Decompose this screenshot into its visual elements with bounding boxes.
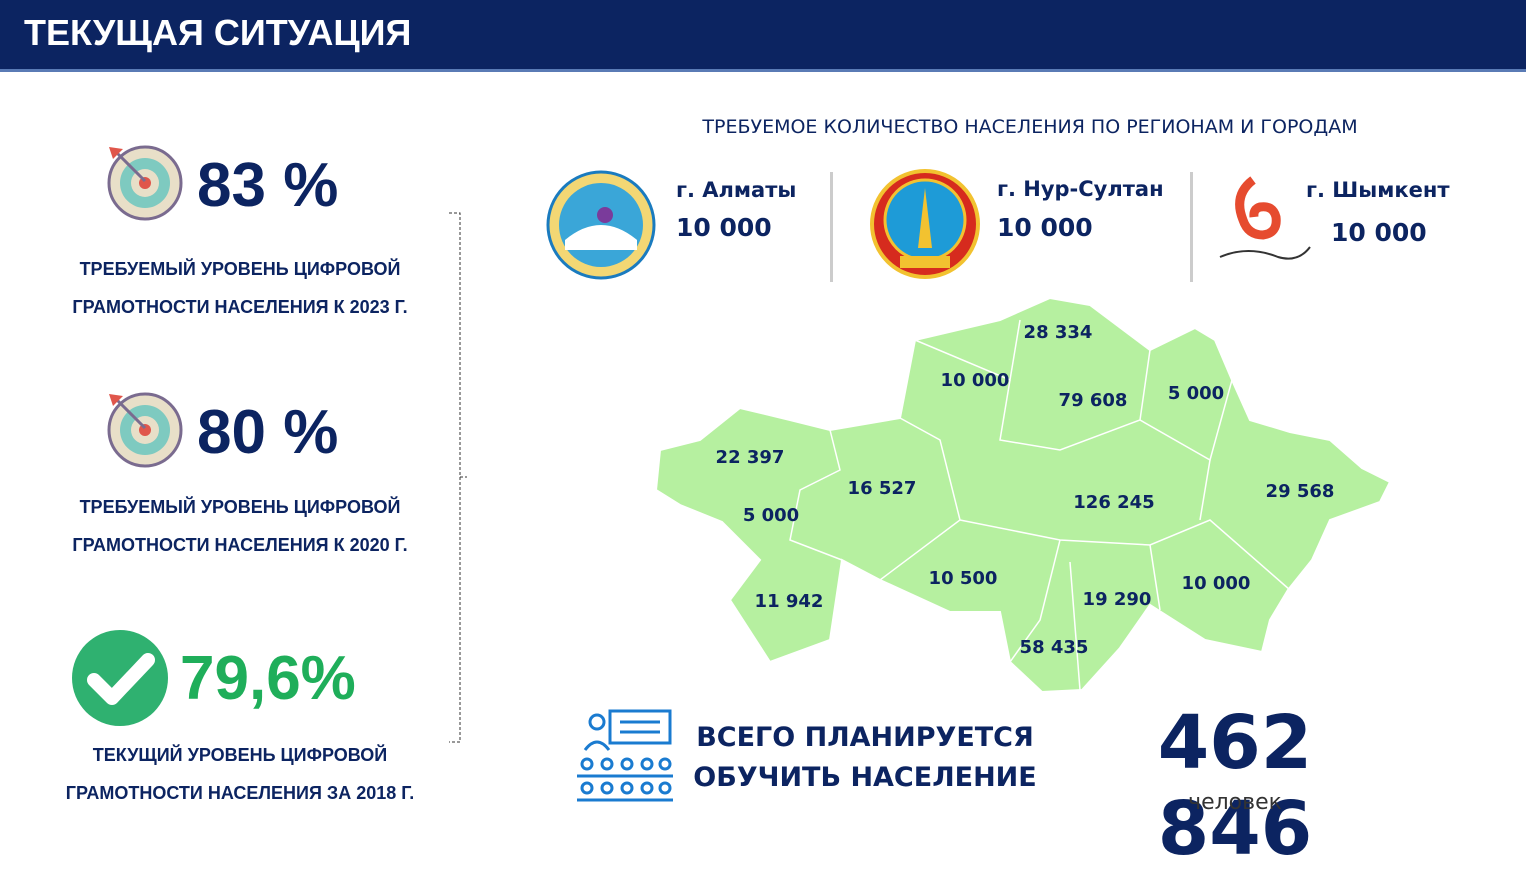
target-icon <box>107 392 183 468</box>
region-value: 5 000 <box>1168 383 1224 404</box>
region-value: 79 608 <box>1059 390 1128 411</box>
caption-line: ГРАМОТНОСТИ НАСЕЛЕНИЯ К 2023 Г. <box>72 297 408 317</box>
city-value: 10 000 <box>1331 218 1427 247</box>
region-value: 19 290 <box>1083 589 1152 610</box>
bracket <box>449 212 467 743</box>
label-line: ОБУЧИТЬ НАСЕЛЕНИЕ <box>693 762 1037 793</box>
region-value: 126 245 <box>1073 492 1154 513</box>
city-name: г. Нур-Султан <box>997 177 1164 201</box>
region-value: 29 568 <box>1266 481 1335 502</box>
header-title: ТЕКУЩАЯ СИТУАЦИЯ <box>24 12 412 53</box>
almaty-emblem <box>546 170 656 280</box>
label-line: ВСЕГО ПЛАНИРУЕТСЯ <box>696 722 1034 753</box>
total-value: 462 846 <box>1157 700 1313 872</box>
stat-caption: ТЕКУЩИЙ УРОВЕНЬ ЦИФРОВОЙ ГРАМОТНОСТИ НАСЕ… <box>10 736 470 812</box>
region-value: 22 397 <box>716 447 785 468</box>
header: ТЕКУЩАЯ СИТУАЦИЯ <box>0 0 1526 72</box>
stat-value: 79,6% <box>180 644 356 713</box>
check-icon <box>72 630 168 726</box>
caption-line: ТРЕБУЕМЫЙ УРОВЕНЬ ЦИФРОВОЙ <box>79 497 401 517</box>
city-value: 10 000 <box>676 213 772 242</box>
target-icon <box>107 145 183 221</box>
total-label: ВСЕГО ПЛАНИРУЕТСЯ ОБУЧИТЬ НАСЕЛЕНИЕ <box>690 718 1040 798</box>
shymkent-logo <box>1219 176 1311 260</box>
region-value: 58 435 <box>1020 637 1089 658</box>
caption-line: ГРАМОТНОСТИ НАСЕЛЕНИЯ ЗА 2018 Г. <box>65 783 415 803</box>
region-borders <box>789 319 1291 691</box>
caption-line: ГРАМОТНОСТИ НАСЕЛЕНИЯ К 2020 Г. <box>72 535 408 555</box>
city-value: 10 000 <box>997 213 1093 242</box>
region-value: 10 000 <box>941 370 1010 391</box>
stat-caption: ТРЕБУЕМЫЙ УРОВЕНЬ ЦИФРОВОЙ ГРАМОТНОСТИ НА… <box>10 250 470 326</box>
region-value: 16 527 <box>848 478 917 499</box>
caption-line: ТЕКУЩИЙ УРОВЕНЬ ЦИФРОВОЙ <box>92 745 388 765</box>
astana-emblem <box>870 169 980 279</box>
region-value: 5 000 <box>743 505 799 526</box>
stat-value: 83 % <box>197 151 339 220</box>
stat-caption: ТРЕБУЕМЫЙ УРОВЕНЬ ЦИФРОВОЙ ГРАМОТНОСТИ НА… <box>10 488 470 564</box>
separator <box>830 172 833 282</box>
map-shape <box>654 296 1392 694</box>
city-name: г. Алматы <box>676 178 797 202</box>
region-value: 10 000 <box>1182 573 1251 594</box>
region-value: 11 942 <box>755 591 824 612</box>
audience-icon <box>577 709 673 802</box>
separator <box>1190 172 1193 282</box>
region-value: 28 334 <box>1024 322 1093 343</box>
caption-line: ТРЕБУЕМЫЙ УРОВЕНЬ ЦИФРОВОЙ <box>79 259 401 279</box>
region-value: 10 500 <box>929 568 998 589</box>
city-name: г. Шымкент <box>1306 178 1450 202</box>
stat-value: 80 % <box>197 398 339 467</box>
total-unit: человек <box>1188 790 1282 815</box>
regions-title: ТРЕБУЕМОЕ КОЛИЧЕСТВО НАСЕЛЕНИЯ ПО РЕГИОН… <box>702 116 1358 138</box>
